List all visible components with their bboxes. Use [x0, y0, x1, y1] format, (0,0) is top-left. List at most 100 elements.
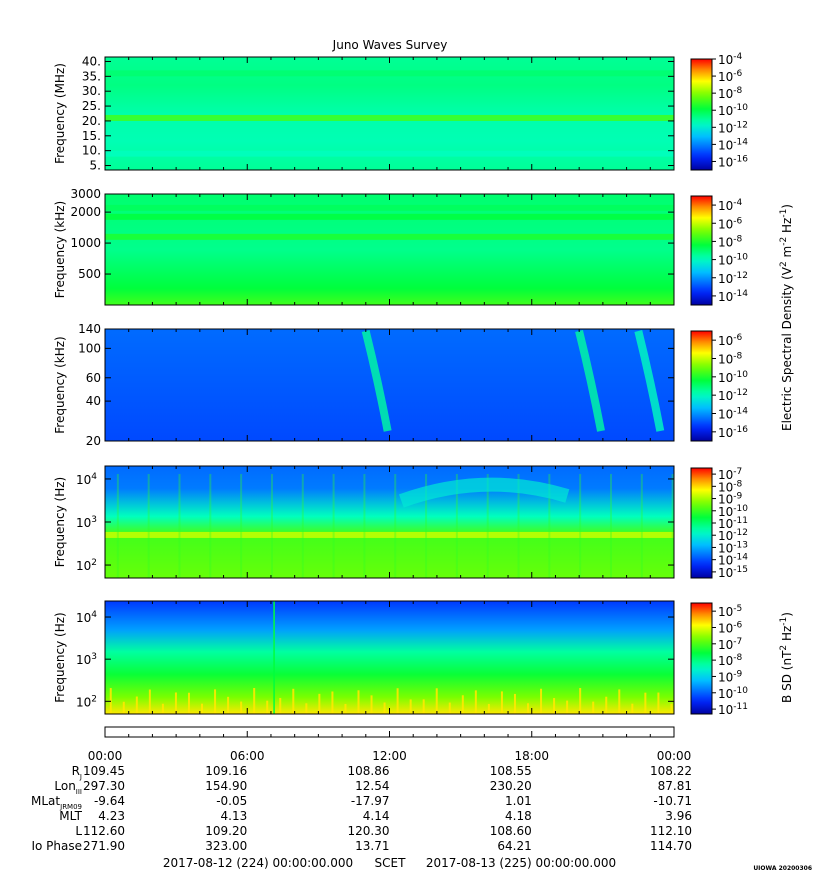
colorbar-tick-label: 10-14 — [718, 553, 748, 568]
colorbar-tick-label: 10-13 — [718, 540, 748, 555]
ephemeris-value: 120.30 — [348, 824, 390, 838]
ephemeris-value: 13.71 — [355, 839, 389, 853]
spectral-spike — [566, 700, 569, 714]
colorbar-tick-label: 10-10 — [718, 103, 748, 118]
radio-burst — [361, 330, 392, 432]
spectral-spike — [644, 692, 647, 714]
colorbar-tick-label: 10-4 — [718, 198, 743, 213]
ephemeris-label: L — [75, 824, 82, 838]
spectral-spike — [240, 701, 243, 714]
spectral-spike — [513, 693, 516, 714]
spectral-spike — [409, 699, 412, 714]
ephemeris-value: 64.21 — [497, 839, 531, 853]
colorbar — [690, 58, 713, 171]
ephemeris-table: RJ 109.45 109.16 108.86 108.55 108.22 LonIII 29… — [31, 764, 692, 853]
spectral-spike — [487, 703, 490, 714]
ephemeris-value: 12.54 — [355, 779, 389, 793]
spectral-spike — [227, 696, 230, 714]
ephemeris-value: 3.96 — [665, 809, 692, 823]
ephemeris-value: 4.18 — [505, 809, 532, 823]
y-tick-label: 2000 — [70, 205, 101, 219]
y-tick-label: 25. — [82, 99, 101, 113]
spectral-spike — [305, 703, 308, 714]
y-tick-label: 40 — [86, 394, 101, 408]
y-axis-label: Frequency (Hz) — [53, 612, 67, 703]
y-tick-label: 100 — [78, 341, 101, 355]
ephemeris-value: 87.81 — [658, 779, 692, 793]
ephemeris-value: 108.60 — [490, 824, 532, 838]
y-tick-label: 20. — [82, 114, 101, 128]
spectral-streak — [609, 474, 612, 578]
ephemeris-value: 112.10 — [650, 824, 692, 838]
spectral-spike — [148, 689, 151, 714]
colorbar-tick-label: 10-10 — [718, 370, 748, 385]
ephemeris-value: 109.16 — [205, 764, 247, 778]
spectral-spike — [174, 692, 177, 714]
spectral-spike — [553, 698, 556, 714]
panel-3: 140 100 60 40 20 Frequency (kHz) 10-6 10-8 10-10… — [53, 322, 748, 448]
ephemeris-value: -10.71 — [653, 794, 692, 808]
time-tick-label: 18:00 — [514, 749, 549, 763]
ephemeris-value: 108.86 — [348, 764, 390, 778]
time-tick-label: 06:00 — [230, 749, 265, 763]
colorbar-tick-label: 10-14 — [718, 289, 748, 304]
emission-band — [105, 531, 674, 538]
spectral-streak — [270, 474, 273, 578]
radio-burst — [575, 330, 605, 432]
y-axis-label: Frequency (Hz) — [53, 477, 67, 568]
y-tick-label: 140 — [78, 322, 101, 336]
spectral-spike — [357, 690, 360, 714]
colorbar — [690, 330, 713, 442]
ephemeris-value: 112.60 — [83, 824, 125, 838]
colorbar-tick-label: 10-10 — [718, 686, 748, 701]
colorbar-tick-label: 10-11 — [718, 702, 748, 717]
spectral-spike — [344, 703, 347, 714]
spectral-spike — [187, 692, 190, 714]
ephemeris-label: MLT — [59, 809, 82, 823]
spectral-spike — [592, 701, 595, 714]
colorbar-tick-label: 10-8 — [718, 653, 743, 668]
spectral-spike — [279, 697, 282, 714]
colorbar-tick-label: 10-10 — [718, 504, 748, 519]
colorbar-tick-label: 10-8 — [718, 86, 743, 101]
spectral-streak — [209, 474, 212, 578]
spectral-streak — [455, 474, 458, 578]
y-axis-label: Frequency (kHz) — [53, 336, 67, 433]
ephemeris-value: 230.20 — [490, 779, 532, 793]
spectral-streak — [363, 474, 366, 578]
spectral-spike — [657, 692, 660, 714]
spectral-spike — [135, 696, 138, 714]
spectral-streak — [548, 474, 551, 578]
version-stamp: UIOWA 20200306 — [753, 865, 812, 872]
spectral-spike — [331, 691, 334, 714]
emission-band — [105, 213, 674, 220]
y-tick-label: 60 — [86, 371, 101, 385]
spectrogram-panel-2 — [105, 194, 674, 305]
colorbar-tick-label: 10-12 — [718, 388, 748, 403]
spectral-streak — [301, 474, 304, 578]
y-tick-label: 103 — [76, 515, 97, 530]
colorbar-tick-label: 10-11 — [718, 516, 748, 531]
y-axis-label: Frequency (kHz) — [53, 201, 67, 298]
ephemeris-value: 109.20 — [205, 824, 247, 838]
ephemeris-value: -9.64 — [94, 794, 125, 808]
colorbar-tick-label: 10-9 — [718, 669, 743, 684]
hiss-envelope — [398, 477, 570, 508]
colorbar-tick-label: 10-12 — [718, 271, 748, 286]
spectral-streak — [394, 474, 397, 578]
colorbar-tick-label: 10-12 — [718, 528, 748, 543]
y-tick-label: 103 — [76, 652, 97, 667]
spectral-streak — [671, 474, 674, 578]
spectral-spike — [631, 703, 634, 714]
spectral-spike — [618, 689, 621, 714]
colorbar-tick-label: 10-10 — [718, 253, 748, 268]
ephemeris-value: 297.30 — [83, 779, 125, 793]
emission-band — [105, 233, 674, 240]
colorbar-tick-label: 10-6 — [718, 69, 743, 84]
y-tick-label: 102 — [76, 694, 97, 709]
spectral-spike — [605, 696, 608, 714]
spectral-spike — [161, 703, 164, 714]
y-tick-label: 35. — [82, 69, 101, 83]
